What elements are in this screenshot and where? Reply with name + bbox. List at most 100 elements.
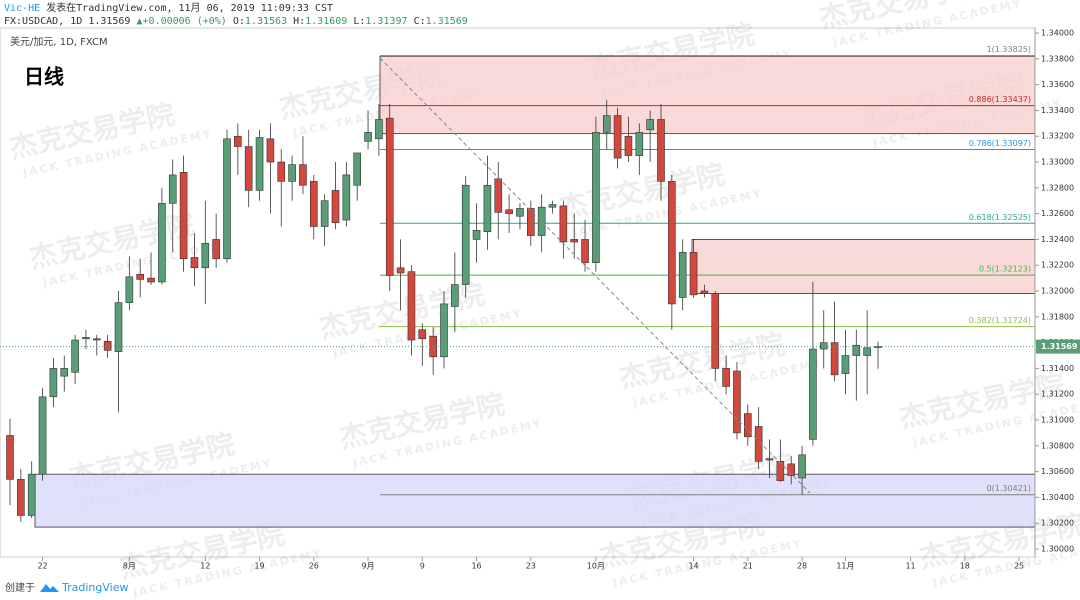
candle-body — [38, 396, 47, 475]
o-value: 1.31563 — [244, 16, 288, 27]
fib-label: 0.886(1.33437) — [969, 95, 1031, 104]
candle-body — [255, 137, 264, 191]
h-label: H: — [293, 16, 306, 27]
y-tick-label: 1.33000 — [1041, 158, 1074, 167]
y-tick-label: 1.32200 — [1041, 261, 1074, 270]
candle-body — [60, 368, 69, 377]
candle-body — [722, 368, 730, 387]
fib-label: 0.382(1.31724) — [969, 316, 1031, 325]
candle-body — [646, 119, 654, 131]
candle-body — [461, 184, 470, 285]
candle-body — [93, 338, 101, 341]
candle-body — [494, 178, 503, 213]
x-tick-label: 11 — [905, 562, 915, 571]
candle-body — [624, 135, 633, 156]
symbol: FX:USDCAD, 1D — [4, 16, 83, 27]
candle-body — [809, 348, 817, 440]
y-tick-label: 1.31400 — [1041, 364, 1074, 373]
candle-body — [320, 200, 329, 227]
candle-body — [592, 132, 600, 263]
candle-body — [27, 473, 36, 516]
header-line1: Vic-HE 发表在TradingView.com, 11月 06, 2019 … — [4, 2, 468, 15]
y-tick-label: 1.30800 — [1041, 441, 1074, 450]
candle-body — [147, 277, 155, 283]
candle-body — [678, 252, 687, 298]
candle-body — [559, 205, 568, 243]
candle-body — [668, 181, 676, 305]
candle-body — [798, 454, 806, 479]
x-tick-label: 8月 — [123, 562, 136, 571]
candle-body — [776, 460, 785, 481]
candle-body — [613, 115, 622, 159]
x-tick-label: 16 — [471, 562, 481, 571]
x-tick-label: 19 — [254, 562, 264, 571]
candle-body — [787, 463, 796, 476]
y-tick-label: 1.31000 — [1041, 416, 1074, 425]
y-tick-label: 1.30600 — [1041, 467, 1074, 476]
y-tick-label: 1.32000 — [1041, 287, 1074, 296]
candle-body — [6, 435, 14, 480]
y-tick-label: 1.30400 — [1041, 493, 1074, 502]
candle-body — [168, 174, 177, 204]
x-tick-label: 9月 — [362, 562, 375, 571]
c-value: 1.31569 — [425, 16, 468, 27]
candle-body — [158, 203, 166, 283]
x-tick-label: 26 — [309, 562, 319, 571]
candle-body — [396, 267, 405, 274]
candle-body — [364, 132, 372, 142]
change: +0.00006 (+0%) — [142, 16, 227, 27]
candle-body — [711, 293, 720, 369]
candle-body — [103, 341, 112, 351]
candle-body — [342, 174, 351, 221]
last-price-label: 1.31569 — [1041, 342, 1078, 351]
candle-body — [223, 138, 231, 260]
candle-body — [548, 204, 557, 208]
candle-body — [385, 117, 394, 276]
candle-body — [440, 303, 448, 358]
candle-body — [17, 479, 25, 516]
candle-body — [743, 413, 752, 438]
candle-body — [407, 271, 416, 341]
candle-body — [125, 276, 134, 303]
candle-body — [526, 208, 535, 236]
footer-brand: TradingView — [61, 581, 128, 594]
x-tick-label: 11月 — [836, 562, 854, 571]
candle-body — [657, 119, 665, 182]
candle-body — [483, 184, 492, 232]
candle-body — [136, 273, 144, 280]
candle-body — [765, 458, 774, 461]
candle-body — [635, 132, 644, 156]
candle-body — [700, 290, 709, 294]
candle-body — [114, 302, 123, 352]
candle-body — [266, 138, 275, 163]
candle-body — [201, 242, 210, 269]
header-line2: FX:USDCAD, 1D 1.31569 ▲+0.00006 (+0%) O:… — [4, 15, 468, 28]
zone — [34, 473, 1036, 528]
author: Vic-HE — [4, 3, 41, 14]
y-tick-label: 1.32600 — [1041, 209, 1074, 218]
candle-body — [299, 164, 307, 186]
candle-body — [71, 339, 79, 373]
candle-body — [451, 284, 459, 307]
candle-body — [244, 146, 253, 191]
y-tick-label: 1.33800 — [1041, 54, 1074, 63]
x-tick-label: 12 — [200, 562, 210, 571]
y-tick-label: 1.31800 — [1041, 312, 1074, 321]
candle-body — [830, 342, 839, 376]
candle-body — [375, 119, 383, 140]
candle-body — [309, 181, 318, 227]
y-tick-label: 1.32400 — [1041, 235, 1074, 244]
tv-logo — [40, 584, 59, 592]
candle-body — [277, 161, 286, 182]
l-value: 1.31397 — [365, 16, 408, 27]
candle-body — [190, 257, 199, 269]
candle-body — [472, 230, 481, 240]
x-tick-label: 9 — [420, 562, 425, 571]
chart-title: 日线 — [24, 65, 64, 89]
x-tick-label: 23 — [526, 562, 536, 571]
candle-body — [754, 426, 763, 462]
candle-body — [863, 347, 871, 356]
candle-body — [841, 355, 850, 374]
y-tick-label: 1.34000 — [1041, 29, 1074, 38]
